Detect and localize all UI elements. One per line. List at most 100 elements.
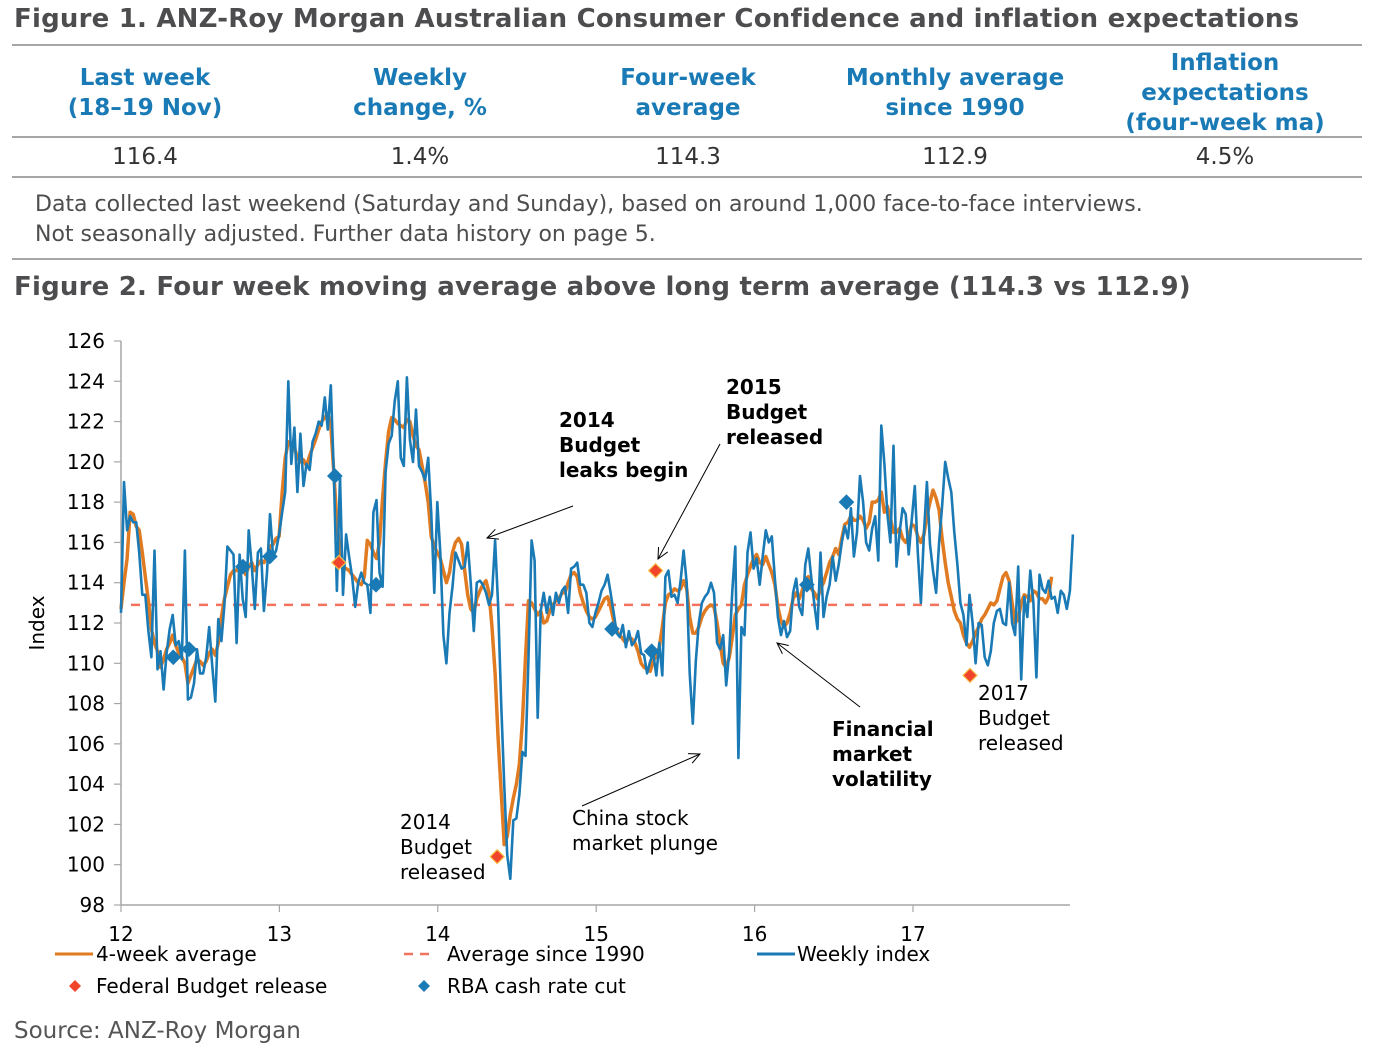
column-header-inflation-expectations: Inflation expectations (four-week ma) xyxy=(1100,49,1350,136)
rba-cut-marker xyxy=(799,576,815,593)
legend-label: Federal Budget release xyxy=(96,974,327,998)
annotation-text: leaks begin xyxy=(559,458,688,482)
budget-release-marker xyxy=(330,554,347,571)
y-tick-label: 110 xyxy=(67,651,105,675)
value-weekly-change: 1.4% xyxy=(390,144,450,170)
annotation-text: market plunge xyxy=(572,831,718,855)
annotation-text: 2015 xyxy=(726,375,782,399)
axes: 98 100 102 104 106 108 110 112 114 116 118 120 122 12… xyxy=(25,329,1070,946)
note-line: Data collected last weekend (Saturday an… xyxy=(35,192,1143,217)
annotation-text: Budget xyxy=(978,706,1050,730)
x-tick-label: 14 xyxy=(425,922,450,946)
annotation-text: released xyxy=(726,425,823,449)
annotation-text: market xyxy=(832,742,913,766)
legend-label: Average since 1990 xyxy=(447,942,645,966)
budget-release-marker xyxy=(489,848,506,865)
annotation-text: 2014 xyxy=(559,408,615,432)
annotation-text: Budget xyxy=(726,400,808,424)
rba-cut-marker xyxy=(604,621,620,637)
x-tick-label: 17 xyxy=(900,922,925,946)
y-tick-label: 126 xyxy=(67,329,105,353)
y-tick-label: 112 xyxy=(67,611,105,635)
column-header-weekly-change: Weekly change, % xyxy=(310,50,530,135)
header-line: average xyxy=(635,94,741,121)
header-line: (18–19 Nov) xyxy=(67,94,223,121)
header-line: Weekly xyxy=(373,64,467,91)
annotation-text: released xyxy=(978,731,1064,755)
legend-swatch-budget xyxy=(69,980,81,992)
rba-cut-marker xyxy=(838,494,855,510)
value-last-week: 116.4 xyxy=(112,144,178,170)
note-line: Not seasonally adjusted. Further data hi… xyxy=(35,222,656,247)
value-four-week-average: 114.3 xyxy=(655,144,721,170)
arrowhead-icon xyxy=(776,642,789,654)
figure1-title: Figure 1. ANZ-Roy Morgan Australian Cons… xyxy=(14,4,1300,34)
annotation-text: Budget xyxy=(559,433,641,457)
header-line: Inflation xyxy=(1170,49,1280,76)
y-tick-label: 102 xyxy=(67,812,105,836)
y-tick-label: 100 xyxy=(67,853,105,877)
y-tick-label: 122 xyxy=(67,410,105,434)
header-line: Four-week xyxy=(620,64,756,91)
y-axis-label: Index xyxy=(25,595,49,650)
annotation-arrow xyxy=(776,642,861,708)
annotation-arrow xyxy=(657,443,721,560)
header-line: (four-week ma) xyxy=(1125,109,1325,136)
divider xyxy=(12,44,1362,46)
series xyxy=(119,375,1075,881)
rba-cut-marker xyxy=(326,468,343,484)
rba-cut-marker xyxy=(235,558,251,575)
source-note: Source: ANZ-Roy Morgan xyxy=(14,1018,301,1044)
figure2-title: Figure 2. Four week moving average above… xyxy=(14,272,1191,302)
annotation-text: China stock xyxy=(572,806,689,830)
annotation-text: Financial xyxy=(832,717,934,741)
header-line: since 1990 xyxy=(885,94,1025,121)
arrowhead-icon xyxy=(687,753,702,764)
y-tick-label: 120 xyxy=(67,450,105,474)
y-tick-label: 108 xyxy=(67,692,105,716)
legend-swatch-rba xyxy=(418,980,430,992)
column-header-four-week-average: Four-week average xyxy=(578,50,798,135)
arrowhead-icon xyxy=(657,546,669,561)
y-tick-label: 114 xyxy=(67,571,105,595)
header-line: expectations xyxy=(1141,79,1309,106)
arrowhead-icon xyxy=(485,528,499,540)
x-tick-label: 16 xyxy=(742,922,767,946)
y-tick-label: 104 xyxy=(67,772,105,796)
annotation-text: released xyxy=(400,860,486,884)
divider xyxy=(12,176,1362,178)
x-tick-label: 15 xyxy=(583,922,608,946)
rba-cut-marker xyxy=(165,649,182,666)
divider xyxy=(12,136,1362,138)
markers xyxy=(165,468,978,865)
consumer-confidence-chart: 98 100 102 104 106 108 110 112 114 116 118 120 122 12… xyxy=(25,329,1075,998)
y-tick-label: 116 xyxy=(67,530,105,554)
legend: 4-week average Average since 1990 Weekly i… xyxy=(55,942,930,998)
value-monthly-average: 112.9 xyxy=(922,144,988,170)
annotation-arrow xyxy=(486,505,574,539)
rba-cut-marker xyxy=(643,643,660,660)
annotation-text: 2017 xyxy=(978,681,1029,705)
y-tick-label: 118 xyxy=(67,490,105,514)
legend-label: 4-week average xyxy=(96,942,257,966)
y-tick-label: 106 xyxy=(67,732,105,756)
annotation-arrow xyxy=(581,753,701,807)
column-header-monthly-average: Monthly average since 1990 xyxy=(830,50,1080,135)
value-inflation-expectations: 4.5% xyxy=(1195,144,1255,170)
y-tick-label: 124 xyxy=(67,369,105,393)
divider xyxy=(12,258,1362,260)
rba-cut-marker xyxy=(262,548,278,565)
y-tick-label: 98 xyxy=(80,893,105,917)
x-tick-label: 12 xyxy=(108,922,133,946)
budget-release-marker xyxy=(962,667,978,684)
annotation-text: Budget xyxy=(400,835,472,859)
header-line: Last week xyxy=(79,64,211,91)
x-tick-label: 13 xyxy=(267,922,292,946)
header-line: Monthly average xyxy=(845,64,1065,91)
